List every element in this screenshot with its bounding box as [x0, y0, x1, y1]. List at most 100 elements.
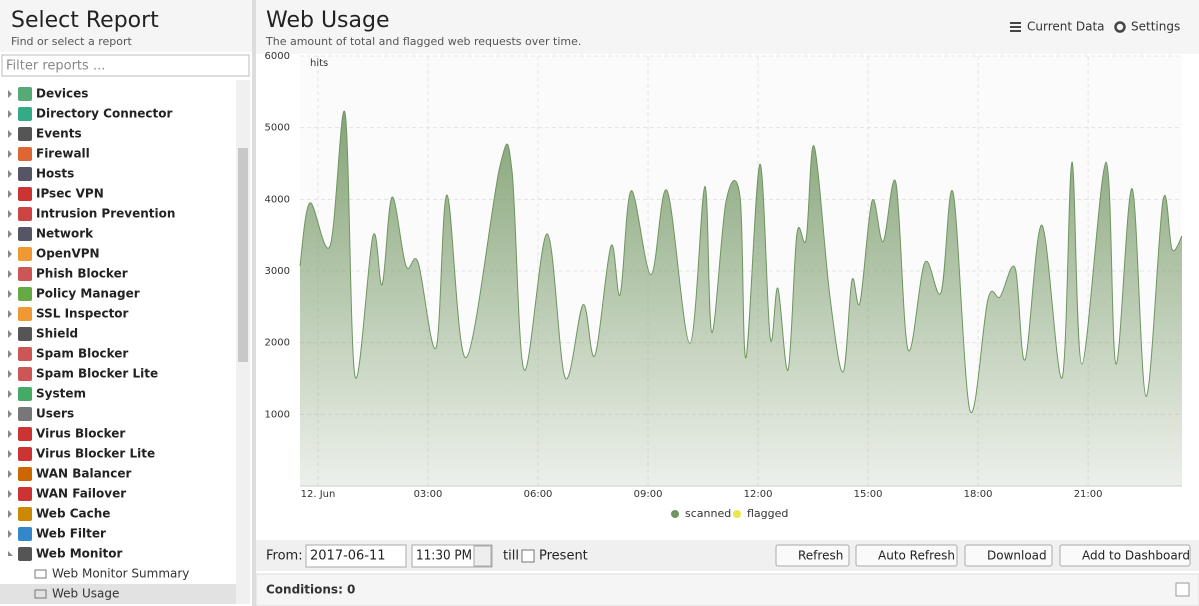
child-icon [34, 589, 47, 599]
item-icon [18, 227, 32, 241]
time-input[interactable] [411, 544, 493, 568]
toolbar-button-label[interactable]: Download [987, 549, 1047, 563]
toolbar-button[interactable] [855, 544, 958, 567]
report-category[interactable]: Hosts [36, 167, 74, 181]
filter-input[interactable] [1, 54, 250, 77]
time-dropdown[interactable] [473, 545, 492, 567]
sidebar-title: Select Report [11, 8, 159, 33]
expander[interactable] [8, 490, 12, 498]
icons [1010, 21, 1126, 33]
present-label: Present [539, 549, 588, 564]
report-category[interactable]: Devices [36, 87, 88, 101]
item-icon [18, 167, 32, 181]
main-title: Web Usage [266, 8, 390, 33]
legend-label[interactable]: flagged [747, 507, 788, 520]
expander[interactable] [8, 310, 12, 318]
date-input[interactable] [305, 544, 407, 568]
expander[interactable] [8, 390, 12, 398]
sidebar [0, 0, 252, 606]
report-category[interactable]: Users [36, 407, 74, 421]
expander[interactable] [8, 230, 12, 238]
item-icon [18, 127, 32, 141]
report-category[interactable]: Virus Blocker [36, 427, 125, 441]
report-category[interactable]: Intrusion Prevention [36, 207, 175, 221]
legend-marker[interactable] [671, 510, 679, 518]
expander[interactable] [8, 250, 12, 258]
expander[interactable] [8, 190, 12, 198]
y-tick-label: 6000 [265, 51, 290, 62]
expander[interactable] [8, 90, 12, 98]
y-tick-label: 3000 [265, 266, 290, 277]
current-data-button[interactable]: Current Data [1027, 20, 1105, 34]
report-category[interactable]: WAN Failover [36, 487, 126, 501]
scroll-thumb[interactable] [238, 148, 248, 362]
toolbar-button[interactable] [964, 544, 1053, 567]
report-category[interactable]: WAN Balancer [36, 467, 131, 481]
expander[interactable] [8, 330, 12, 338]
item-icon [18, 87, 32, 101]
expander[interactable] [8, 510, 12, 518]
report-category[interactable]: Directory Connector [36, 107, 173, 121]
report-category[interactable]: Web Cache [36, 507, 110, 521]
expander[interactable] [8, 410, 12, 418]
expander[interactable] [8, 210, 12, 218]
report-category[interactable]: Web Monitor [36, 547, 123, 561]
expander[interactable] [8, 551, 13, 556]
toolbar-button[interactable] [775, 544, 850, 567]
report-category[interactable]: Policy Manager [36, 287, 140, 301]
report-category[interactable]: Events [36, 127, 82, 141]
report-item[interactable]: Web Usage [52, 587, 119, 601]
report-category[interactable]: IPsec VPN [36, 187, 104, 201]
settings-button[interactable]: Settings [1131, 20, 1180, 34]
toolbar-button[interactable] [1059, 544, 1191, 567]
report-category[interactable]: Network [36, 227, 94, 241]
expander[interactable] [8, 350, 12, 358]
report-category[interactable]: OpenVPN [36, 247, 100, 261]
x-tick-label: 12. Jun [301, 489, 336, 500]
expander[interactable] [8, 470, 12, 478]
report-category[interactable]: Shield [36, 327, 78, 341]
report-category[interactable]: Phish Blocker [36, 267, 128, 281]
expander[interactable] [8, 130, 12, 138]
present-checkbox[interactable] [521, 549, 535, 563]
conditions-label: Conditions: 0 [266, 583, 355, 597]
report-category[interactable]: Web Filter [36, 527, 106, 541]
area [300, 111, 1182, 486]
expander[interactable] [8, 430, 12, 438]
item-icon [18, 547, 32, 561]
item-icon [18, 487, 32, 501]
item-icon [18, 107, 32, 121]
expander[interactable] [8, 290, 12, 298]
main-subtitle: The amount of total and flagged web requ… [265, 35, 581, 48]
series-line [299, 110, 1183, 414]
legend-marker[interactable] [733, 510, 741, 518]
report-item[interactable]: Web Monitor Summary [52, 567, 189, 581]
report-category[interactable]: SSL Inspector [36, 307, 129, 321]
collapse-button[interactable] [1175, 582, 1190, 597]
toolbar-button-label[interactable]: Add to Dashboard [1082, 549, 1190, 563]
report-category[interactable]: Spam Blocker Lite [36, 367, 158, 381]
toolbar-button-label[interactable]: Refresh [798, 549, 843, 563]
x-tick-label: 15:00 [854, 489, 883, 500]
report-category[interactable]: System [36, 387, 86, 401]
x-tick-label: 18:00 [964, 489, 993, 500]
expander[interactable] [8, 150, 12, 158]
report-category[interactable]: Firewall [36, 147, 90, 161]
expander[interactable] [8, 450, 12, 458]
item-icon [18, 247, 32, 261]
report-category[interactable]: Spam Blocker [36, 347, 128, 361]
report-category[interactable]: Virus Blocker Lite [36, 447, 155, 461]
item-icon [18, 267, 32, 281]
toolbar-button-label[interactable]: Auto Refresh [878, 549, 955, 563]
sidebar-subtitle: Find or select a report [11, 35, 132, 48]
expander[interactable] [8, 270, 12, 278]
main-header [256, 0, 1199, 54]
expander[interactable] [8, 110, 12, 118]
expander[interactable] [8, 370, 12, 378]
expander[interactable] [8, 530, 12, 538]
expander[interactable] [8, 170, 12, 178]
legend-label[interactable]: scanned [685, 507, 731, 520]
item-icon [18, 287, 32, 301]
conditions-bar [255, 573, 1199, 606]
